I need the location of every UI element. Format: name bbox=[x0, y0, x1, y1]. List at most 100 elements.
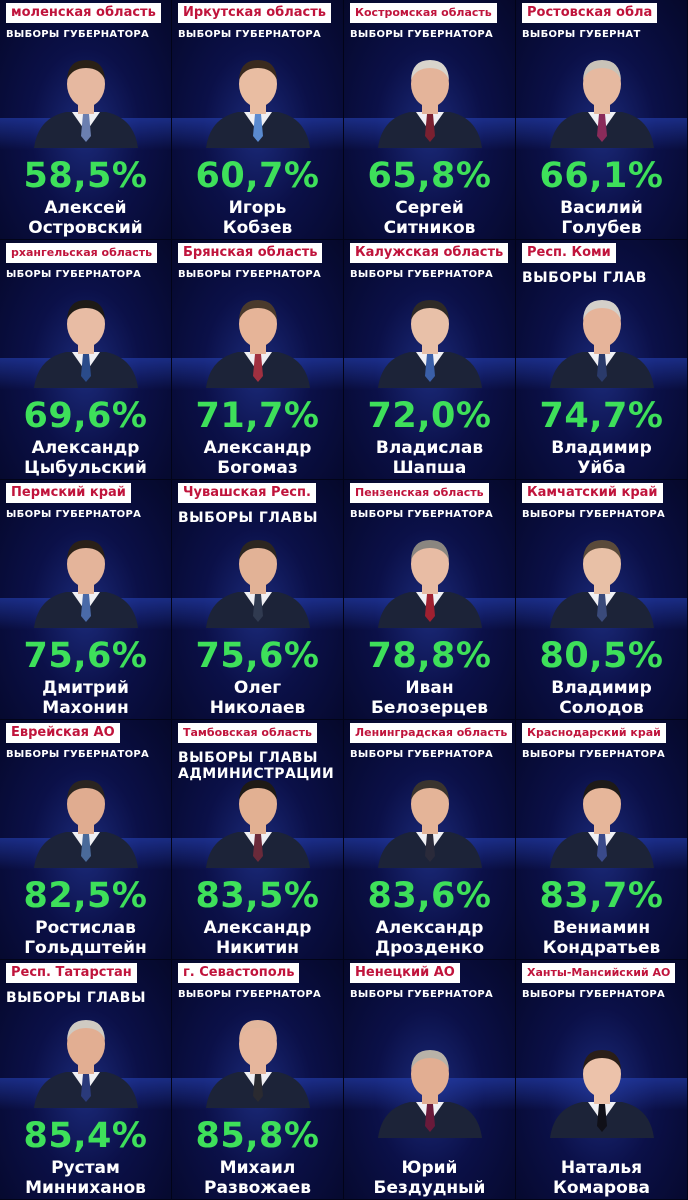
governor-card: Иркутская область ВЫБОРЫ ГУБЕРНАТОРА 60,7%… bbox=[172, 0, 344, 240]
governor-card: Пермский край ЫБОРЫ ГУБЕРНАТОРА 75,6% Дмитр… bbox=[0, 480, 172, 720]
region-label: Краснодарский край bbox=[522, 723, 666, 743]
portrait-image bbox=[542, 52, 662, 148]
portrait-image bbox=[370, 532, 490, 628]
portrait-image bbox=[542, 532, 662, 628]
candidate-name: Игорь Кобзев bbox=[172, 198, 343, 238]
vote-percent: 83,7% bbox=[539, 876, 664, 916]
first-name: Михаил bbox=[219, 1158, 296, 1178]
election-type: ВЫБОРЫ ГУБЕРНАТОРА bbox=[6, 29, 150, 40]
last-name: Минниханов bbox=[25, 1178, 146, 1198]
first-name: Александр bbox=[31, 438, 140, 458]
vote-percent: 82,5% bbox=[23, 876, 148, 916]
candidate-name: Сергей Ситников bbox=[344, 198, 515, 238]
first-name: Игорь bbox=[228, 198, 287, 218]
vote-percent: 75,6% bbox=[195, 636, 320, 676]
portrait-image bbox=[26, 772, 146, 868]
governor-card: Ленинградская область ВЫБОРЫ ГУБЕРНАТОРА 8… bbox=[344, 720, 516, 960]
region-label: Тамбовская область bbox=[178, 723, 317, 743]
election-type: ВЫБОРЫ ГУБЕРНАТОРА bbox=[350, 749, 494, 760]
region-label: Камчатский край bbox=[522, 483, 663, 503]
vote-percent: 60,7% bbox=[195, 156, 320, 196]
region-label: Чувашская Респ. bbox=[178, 483, 316, 503]
candidate-name: Наталья Комарова bbox=[516, 1158, 687, 1198]
portrait-image bbox=[198, 772, 318, 868]
candidate-name: Рустам Минниханов bbox=[0, 1158, 171, 1198]
portrait-image bbox=[198, 292, 318, 388]
last-name: Ситников bbox=[383, 218, 476, 238]
first-name: Иван bbox=[405, 678, 454, 698]
vote-percent: 71,7% bbox=[195, 396, 320, 436]
first-name: Александр bbox=[203, 918, 312, 938]
candidate-name: Вениамин Кондратьев bbox=[516, 918, 687, 958]
first-name: Юрий bbox=[401, 1158, 458, 1178]
governor-card: моленская область ВЫБОРЫ ГУБЕРНАТОРА 58,5%… bbox=[0, 0, 172, 240]
election-type: ВЫБОРЫ ГУБЕРНАТОРА bbox=[350, 269, 494, 280]
first-name: Владислав bbox=[375, 438, 484, 458]
candidate-name: Михаил Развожаев bbox=[172, 1158, 343, 1198]
vote-percent: 75,6% bbox=[23, 636, 148, 676]
region-label: Еврейская АО bbox=[6, 723, 120, 743]
portrait-image bbox=[198, 532, 318, 628]
candidate-name: Александр Никитин bbox=[172, 918, 343, 958]
election-type: ВЫБОРЫ ГУБЕРНАТОРА bbox=[178, 269, 322, 280]
election-type: ВЫБОРЫ ГУБЕРНАТОРА bbox=[178, 29, 322, 40]
election-type: ВЫБОРЫ ГУБЕРНАТОРА bbox=[350, 509, 494, 520]
candidate-name: Владимир Уйба bbox=[516, 438, 687, 478]
governor-card: Еврейская АО ВЫБОРЫ ГУБЕРНАТОРА 82,5% Рости… bbox=[0, 720, 172, 960]
region-label: Пензенская область bbox=[350, 483, 489, 503]
last-name: Бездудный bbox=[373, 1178, 486, 1198]
portrait-image bbox=[370, 292, 490, 388]
election-type: ВЫБОРЫ ГУБЕРНАТОРА bbox=[350, 989, 494, 1000]
candidate-name: Александр Богомаз bbox=[172, 438, 343, 478]
first-name: Алексей bbox=[44, 198, 127, 218]
portrait-image bbox=[198, 52, 318, 148]
region-label: Калужская область bbox=[350, 243, 509, 263]
election-type: ВЫБОРЫ ГЛАВЫ bbox=[178, 510, 318, 526]
first-name: Рустам bbox=[51, 1158, 120, 1178]
portrait-image bbox=[542, 292, 662, 388]
candidate-name: Василий Голубев bbox=[516, 198, 687, 238]
candidate-name: Алексей Островский bbox=[0, 198, 171, 238]
last-name: Кондратьев bbox=[542, 938, 661, 958]
last-name: Комарова bbox=[552, 1178, 651, 1198]
governor-card: Ненецкий АО ВЫБОРЫ ГУБЕРНАТОРА Юрий Бездудн… bbox=[344, 960, 516, 1200]
vote-percent: 58,5% bbox=[23, 156, 148, 196]
candidate-name: Иван Белозерцев bbox=[344, 678, 515, 718]
region-label: Пермский край bbox=[6, 483, 131, 503]
governor-card: Чувашская Респ. ВЫБОРЫ ГЛАВЫ 75,6% Олег Нико… bbox=[172, 480, 344, 720]
first-name: Олег bbox=[233, 678, 282, 698]
election-type: ВЫБОРЫ ГУБЕРНАТОРА bbox=[6, 749, 150, 760]
first-name: Александр bbox=[375, 918, 484, 938]
vote-percent: 83,6% bbox=[367, 876, 492, 916]
election-type: ВЫБОРЫ ГУБЕРНАТОРА bbox=[350, 29, 494, 40]
portrait-image bbox=[26, 52, 146, 148]
election-type: ВЫБОРЫ ГУБЕРНАТОРА bbox=[522, 509, 666, 520]
region-label: рхангельская область bbox=[6, 243, 158, 263]
last-name: Белозерцев bbox=[370, 698, 489, 718]
governor-card: Камчатский край ВЫБОРЫ ГУБЕРНАТОРА 80,5% Вл… bbox=[516, 480, 688, 720]
governor-card: Калужская область ВЫБОРЫ ГУБЕРНАТОРА 72,0%… bbox=[344, 240, 516, 480]
candidate-name: Владимир Солодов bbox=[516, 678, 687, 718]
last-name: Гольдштейн bbox=[24, 938, 147, 958]
candidate-name: Дмитрий Махонин bbox=[0, 678, 171, 718]
portrait-image bbox=[26, 532, 146, 628]
region-label: Ханты-Мансийский АО bbox=[522, 963, 676, 983]
governor-card: Ханты-Мансийский АО ВЫБОРЫ ГУБЕРНАТОРА Нат… bbox=[516, 960, 688, 1200]
portrait-image bbox=[370, 772, 490, 868]
first-name: Василий bbox=[560, 198, 643, 218]
region-label: моленская область bbox=[6, 3, 161, 23]
governor-card: Респ. Татарстан ВЫБОРЫ ГЛАВЫ 85,4% Рустам Ми… bbox=[0, 960, 172, 1200]
governor-card: Ростовская обла ВЫБОРЫ ГУБЕРНАТ 66,1% Васил… bbox=[516, 0, 688, 240]
election-type: ЫБОРЫ ГУБЕРНАТОРА bbox=[6, 509, 142, 520]
last-name: Солодов bbox=[559, 698, 644, 718]
portrait-image bbox=[542, 772, 662, 868]
vote-percent: 83,5% bbox=[195, 876, 320, 916]
portrait-image bbox=[26, 1012, 146, 1108]
governor-card: Пензенская область ВЫБОРЫ ГУБЕРНАТОРА 78,8… bbox=[344, 480, 516, 720]
candidate-name: Александр Цыбульский bbox=[0, 438, 171, 478]
first-name: Дмитрий bbox=[42, 678, 129, 698]
election-type: ВЫБОРЫ ГУБЕРНАТОРА bbox=[178, 989, 322, 1000]
first-name: Ростислав bbox=[35, 918, 136, 938]
candidate-name: Юрий Бездудный bbox=[344, 1158, 515, 1198]
